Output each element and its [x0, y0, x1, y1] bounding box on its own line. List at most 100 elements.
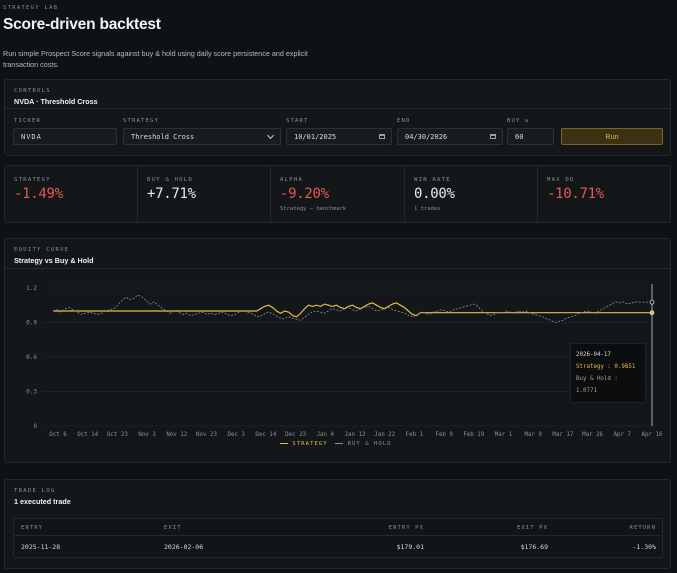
stat-value: -1.49%: [14, 186, 63, 202]
x-tick-label: Apr 16: [642, 432, 663, 438]
controls-title: NVDA · Threshold Cross: [14, 97, 98, 106]
equity-title: Strategy vs Buy & Hold: [14, 256, 94, 265]
stat-value: -10.71%: [547, 186, 604, 202]
x-tick-label: Oct 23: [107, 432, 128, 438]
legend-strategy: STRATEGY: [292, 441, 328, 447]
y-tick-label: 0.3: [26, 389, 37, 396]
col-return: RETURN: [629, 525, 656, 531]
buy-hold-marker: [649, 299, 655, 305]
trade-log-panel: TRADE LOG 1 executed trade ENTRY EXIT EN…: [4, 479, 671, 569]
ticker-label: TICKER: [14, 118, 42, 124]
x-tick-label: Apr 7: [614, 432, 632, 438]
stat-sub: 1 trades: [414, 206, 441, 212]
trade-log-kicker: TRADE LOG: [14, 488, 56, 494]
stat-label: STRATEGY: [14, 177, 51, 183]
x-tick-label: Mar 9: [524, 432, 542, 438]
stat-win-rate: WIN RATE 0.00% 1 trades: [405, 166, 538, 223]
strategy-label: STRATEGY: [123, 118, 160, 124]
x-tick-label: Dec 23: [285, 432, 306, 438]
y-tick-label: 1.2: [26, 285, 37, 292]
x-tick-label: Oct 14: [77, 432, 98, 438]
chevron-down-icon: [266, 131, 275, 140]
tooltip-strategy: Strategy : 0.9851: [576, 364, 636, 370]
x-tick-label: Nov 23: [196, 432, 217, 438]
buy-threshold-label: BUY ≥: [507, 118, 530, 124]
page-header: STRATEGY LAB Score-driven backtest Run s…: [3, 5, 673, 70]
y-tick-label: 0: [33, 423, 37, 430]
stats-panel: STRATEGY -1.49% BUY & HOLD +7.71% ALPHA …: [4, 165, 671, 223]
start-label: START: [286, 118, 309, 124]
col-entry: ENTRY: [21, 525, 44, 531]
buy-hold-line: [52, 294, 652, 323]
stat-strategy: STRATEGY -1.49%: [5, 166, 138, 223]
tooltip-date: 2026-04-17: [576, 352, 611, 358]
run-button[interactable]: Run: [561, 128, 663, 145]
legend-strategy-swatch: [280, 443, 288, 444]
stat-value: +7.71%: [147, 186, 196, 202]
col-exit-px: EXIT PX: [517, 525, 548, 531]
x-tick-label: Mar 1: [495, 432, 513, 438]
start-date-value: 10/01/2025: [294, 133, 337, 141]
page-title: Score-driven backtest: [3, 16, 161, 33]
table-row[interactable]: 2025-11-28 2026-02-06 $179.01 $176.69 -1…: [14, 536, 662, 558]
table-header: ENTRY EXIT ENTRY PX EXIT PX RETURN: [14, 519, 662, 536]
legend-bh: BUY & HOLD: [347, 441, 392, 447]
stat-label: ALPHA: [280, 177, 304, 183]
start-date-input[interactable]: 10/01/2025: [286, 128, 392, 145]
stat-label: WIN RATE: [414, 177, 451, 183]
trade-table: ENTRY EXIT ENTRY PX EXIT PX RETURN 2025-…: [13, 518, 663, 558]
chart-tooltip: 2026-04-17 Strategy : 0.9851 Buy & Hold …: [570, 343, 646, 403]
cell-exit-px: $176.69: [520, 543, 548, 551]
buy-threshold-input[interactable]: 60: [507, 128, 554, 145]
stat-max-dd: MAX DD -10.71%: [538, 166, 670, 223]
stat-alpha: ALPHA -9.20% Strategy − benchmark: [271, 166, 405, 223]
end-date-value: 04/30/2026: [405, 133, 448, 141]
x-tick-label: Mar 17: [552, 432, 573, 438]
stat-label: MAX DD: [547, 177, 575, 183]
stat-buy-hold: BUY & HOLD +7.71%: [138, 166, 271, 223]
controls-kicker: CONTROLS: [14, 88, 51, 94]
controls-panel: CONTROLS NVDA · Threshold Cross TICKER N…: [4, 79, 671, 156]
stat-sub: Strategy − benchmark: [280, 206, 347, 212]
strategy-select[interactable]: Threshold Cross: [123, 128, 281, 145]
trade-log-title: 1 executed trade: [14, 497, 71, 506]
x-tick-label: Feb 1: [406, 432, 424, 438]
x-tick-label: Oct 6: [49, 432, 67, 438]
tooltip-buy-hold: Buy & Hold : 1.0771: [576, 376, 618, 394]
x-tick-label: Nov 12: [166, 432, 187, 438]
x-tick-label: Jan 22: [374, 432, 395, 438]
equity-panel: EQUITY CURVE Strategy vs Buy & Hold 1.2 0…: [4, 238, 671, 463]
stat-label: BUY & HOLD: [147, 177, 194, 183]
y-tick-label: 0.6: [26, 354, 37, 361]
page-kicker: STRATEGY LAB: [3, 5, 59, 11]
col-entry-px: ENTRY PX: [388, 525, 424, 531]
x-tick-label: Nov 3: [138, 432, 156, 438]
x-tick-label: Dec 3: [227, 432, 245, 438]
calendar-icon[interactable]: [490, 134, 496, 139]
page-description: Run simple Prospect Score signals agains…: [3, 49, 308, 69]
x-tick-label: Mar 26: [582, 432, 603, 438]
stat-value: 0.00%: [414, 186, 455, 202]
col-exit: EXIT: [164, 525, 182, 531]
y-tick-label: 0.9: [26, 320, 37, 327]
strategy-marker: [649, 310, 655, 316]
x-tick-label: Feb 9: [435, 432, 453, 438]
calendar-icon[interactable]: [379, 134, 385, 139]
chart-legend: STRATEGY BUY & HOLD: [280, 441, 392, 447]
cell-exit: 2026-02-06: [164, 543, 204, 551]
x-tick-label: Jan 12: [345, 432, 366, 438]
cell-entry: 2025-11-28: [21, 543, 61, 551]
equity-kicker: EQUITY CURVE: [14, 247, 70, 253]
strategy-value: Threshold Cross: [131, 133, 195, 141]
x-tick-label: Feb 19: [463, 432, 484, 438]
end-date-input[interactable]: 04/30/2026: [397, 128, 503, 145]
x-tick-label: Jan 4: [317, 432, 335, 438]
cell-return: -1.30%: [632, 543, 656, 551]
strategy-line: [53, 302, 652, 318]
equity-chart[interactable]: 1.2 0.9 0.6 0.3 0 Oct 6 Oct 14 Oct 23 Nov 3 Nov 1…: [5, 269, 670, 464]
end-label: END: [397, 118, 411, 124]
legend-bh-swatch: [335, 443, 344, 444]
ticker-input[interactable]: NVDA: [13, 128, 117, 145]
cell-entry-px: $179.01: [396, 543, 424, 551]
stat-value: -9.20%: [280, 186, 329, 202]
